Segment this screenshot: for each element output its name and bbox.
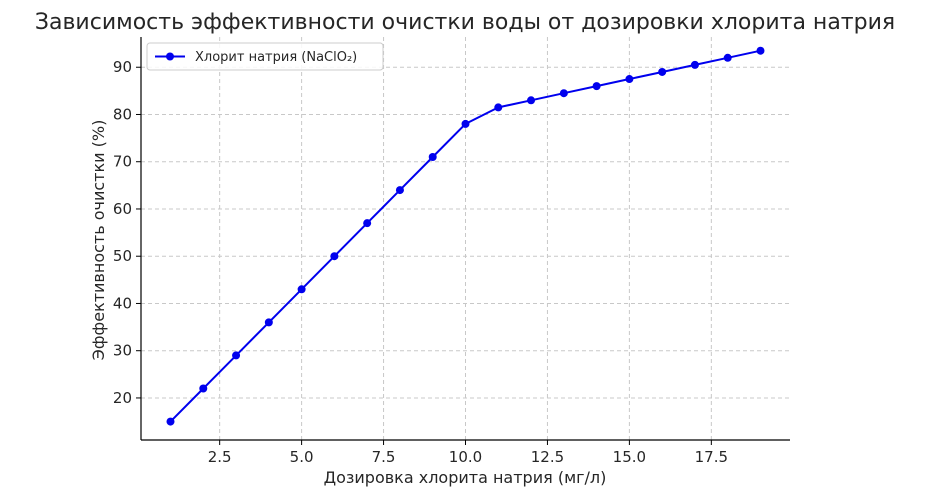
data-point	[559, 89, 568, 98]
x-tick-label: 12.5	[531, 448, 564, 466]
grid	[141, 37, 790, 440]
data-point	[494, 103, 503, 112]
y-tick-label: 90	[113, 58, 132, 76]
data-point	[166, 417, 175, 426]
y-tick-label: 20	[113, 389, 132, 407]
x-tick-label: 17.5	[695, 448, 728, 466]
y-tick-label: 80	[113, 105, 132, 123]
data-point	[723, 53, 732, 62]
y-tick-label: 70	[113, 153, 132, 171]
y-tick-label: 50	[113, 247, 132, 265]
y-tick-label: 60	[113, 200, 132, 218]
axes	[140, 37, 790, 441]
y-tick-label: 40	[113, 294, 132, 312]
data-point	[297, 285, 306, 294]
data-point	[658, 67, 667, 76]
x-tick-label: 2.5	[208, 448, 232, 466]
x-axis-label: Дозировка хлорита натрия (мг/л)	[324, 468, 607, 487]
x-tick-label: 5.0	[290, 448, 314, 466]
data-point	[461, 119, 470, 128]
data-point	[199, 384, 208, 393]
data-point	[527, 96, 536, 105]
data-point	[756, 46, 765, 55]
data-point	[625, 75, 634, 84]
x-tick-label: 10.0	[449, 448, 482, 466]
legend-label: Хлорит натрия (NaClO₂)	[195, 50, 357, 65]
legend: Хлорит натрия (NaClO₂)	[146, 42, 384, 71]
legend-box	[146, 42, 384, 71]
chart-title: Зависимость эффективности очистки воды о…	[35, 10, 895, 35]
data-point	[363, 219, 372, 228]
data-point	[592, 82, 601, 91]
data-point	[232, 351, 241, 360]
data-point	[690, 60, 699, 69]
legend-swatch-marker	[166, 52, 174, 61]
data-point	[428, 153, 437, 162]
data-point	[395, 186, 404, 195]
data-point	[264, 318, 273, 327]
y-axis-label: Эффективность очистки (%)	[89, 120, 108, 361]
series-layer	[166, 46, 765, 426]
x-tick-label: 7.5	[372, 448, 396, 466]
x-tick-label: 15.0	[613, 448, 646, 466]
data-point	[330, 252, 339, 261]
y-tick-label: 30	[113, 342, 132, 360]
ticks: 2.5 5.0 7.5 10.0 12.5 15.0 17.5 20 30 40 50 60 70 80 9…	[113, 58, 728, 466]
